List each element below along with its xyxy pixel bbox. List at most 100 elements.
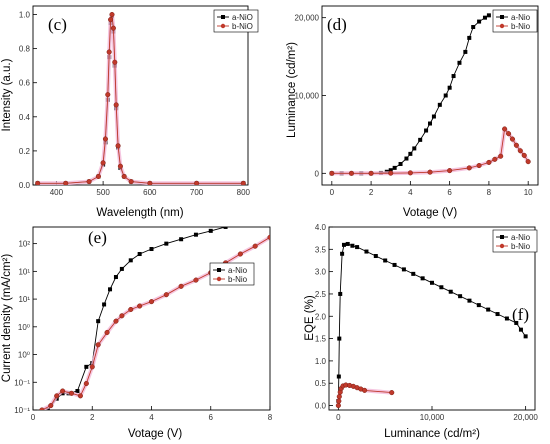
data-point	[48, 403, 54, 409]
legend-label: b-NiO	[232, 22, 253, 31]
y-axis-label: EQE (%)	[304, 295, 316, 341]
legend-marker	[500, 235, 504, 239]
panel-2: 0 2 4 6 8 10 0 10,000 20,000 Votage (V) Luminance …	[286, 5, 539, 219]
x-tick-label: 2	[369, 188, 374, 197]
data-point	[95, 173, 101, 180]
legend-label: b-Nio	[228, 275, 248, 284]
y-tick-label: 10¹	[18, 295, 30, 304]
x-tick-label: 600	[143, 188, 157, 197]
data-point	[521, 152, 527, 158]
y-tick-label: 1.0	[19, 11, 31, 20]
data-point	[466, 165, 472, 171]
y-tick-label: 10⁻¹	[14, 378, 30, 387]
data-point	[447, 168, 453, 174]
legend-marker	[220, 23, 226, 29]
data-point	[338, 291, 343, 296]
legend-label: b-Nio	[511, 22, 531, 31]
data-point	[102, 136, 108, 142]
legend-label: a-Nio	[511, 233, 531, 242]
data-point	[336, 398, 342, 404]
data-point	[110, 25, 116, 31]
data-point	[412, 146, 417, 151]
data-point	[428, 121, 432, 126]
series-line	[331, 127, 529, 174]
data-point	[178, 283, 184, 289]
data-point	[137, 252, 142, 257]
y-tick-label: 0.4	[19, 113, 31, 122]
data-point	[502, 126, 508, 132]
y-tick-label: 0.6	[19, 79, 31, 88]
data-point	[83, 380, 89, 387]
data-point	[509, 136, 516, 142]
y-tick-label: 10⁻¹	[14, 406, 30, 415]
y-axis-label: Luminance (cd/m²)	[286, 42, 298, 138]
x-axis-label: Wavelength (nm)	[96, 207, 183, 219]
data-point	[109, 11, 115, 18]
data-point	[84, 364, 89, 369]
legend-label: b-Nio	[511, 242, 531, 251]
data-point	[128, 306, 134, 313]
data-point	[418, 137, 423, 142]
data-point	[458, 294, 463, 299]
data-point	[430, 280, 434, 285]
y-axis-label: Current density (mA/cm²)	[1, 254, 13, 383]
data-point	[113, 318, 119, 324]
data-point	[517, 148, 523, 154]
data-point	[148, 299, 155, 305]
series-line	[47, 227, 227, 410]
plot-frame	[32, 5, 249, 186]
x-tick-label: 10	[524, 188, 533, 197]
series-group	[335, 241, 528, 409]
x-tick-label: 6	[209, 413, 214, 422]
panel-4: 0 10,000 20,000 0.0 0.5 1.0 1.5 2.0 2.5 3.0 3.5 4.0…	[304, 223, 538, 440]
legend-marker	[499, 243, 505, 249]
x-tick-label: 0	[336, 413, 341, 422]
data-point	[108, 287, 113, 292]
data-point	[86, 179, 92, 185]
y-tick-label: 10⁰	[18, 351, 30, 360]
data-point	[149, 247, 154, 252]
data-point	[476, 162, 482, 169]
data-point	[253, 217, 257, 221]
data-point	[388, 168, 393, 173]
data-point	[443, 93, 448, 98]
x-tick-label: 8	[268, 413, 273, 422]
data-point	[108, 17, 114, 23]
y-tick-label: 0.8	[19, 45, 31, 54]
y-axis-label: Intensity (a.u.)	[1, 58, 13, 131]
data-point	[60, 388, 66, 394]
plot-frame	[328, 226, 536, 411]
data-point	[392, 262, 397, 267]
data-point	[336, 394, 342, 400]
x-tick-label: 20,000	[513, 413, 538, 422]
y-tick-label: 1.0	[315, 357, 327, 366]
y-tick-label: 2.5	[315, 290, 327, 299]
data-point	[77, 393, 83, 399]
x-tick-label: 400	[50, 188, 64, 197]
panel-label: (d)	[327, 15, 347, 34]
data-point	[113, 275, 118, 280]
data-point	[420, 276, 425, 281]
y-tick-label: 0.0	[19, 181, 31, 190]
data-point	[341, 242, 346, 247]
data-point	[104, 329, 110, 336]
panel-1: 400 500 600 700 800 0.0 0.2 0.4 0.6 0.8 1.0 Wavelen…	[1, 5, 259, 219]
data-point	[193, 232, 198, 237]
data-point	[427, 169, 433, 175]
data-point	[117, 163, 123, 169]
y-tick-label: 10⁰	[18, 323, 30, 332]
legend-label: a-NiO	[232, 13, 253, 22]
data-point	[105, 92, 111, 98]
data-point	[240, 180, 246, 185]
data-point	[119, 266, 124, 271]
y-tick-label: 3.5	[315, 245, 327, 254]
y-tick-label: 0	[315, 169, 320, 178]
legend-label: a-Nio	[511, 13, 531, 22]
data-point	[401, 267, 406, 272]
data-point	[439, 285, 444, 290]
series-line	[331, 14, 490, 174]
data-point	[513, 142, 519, 148]
